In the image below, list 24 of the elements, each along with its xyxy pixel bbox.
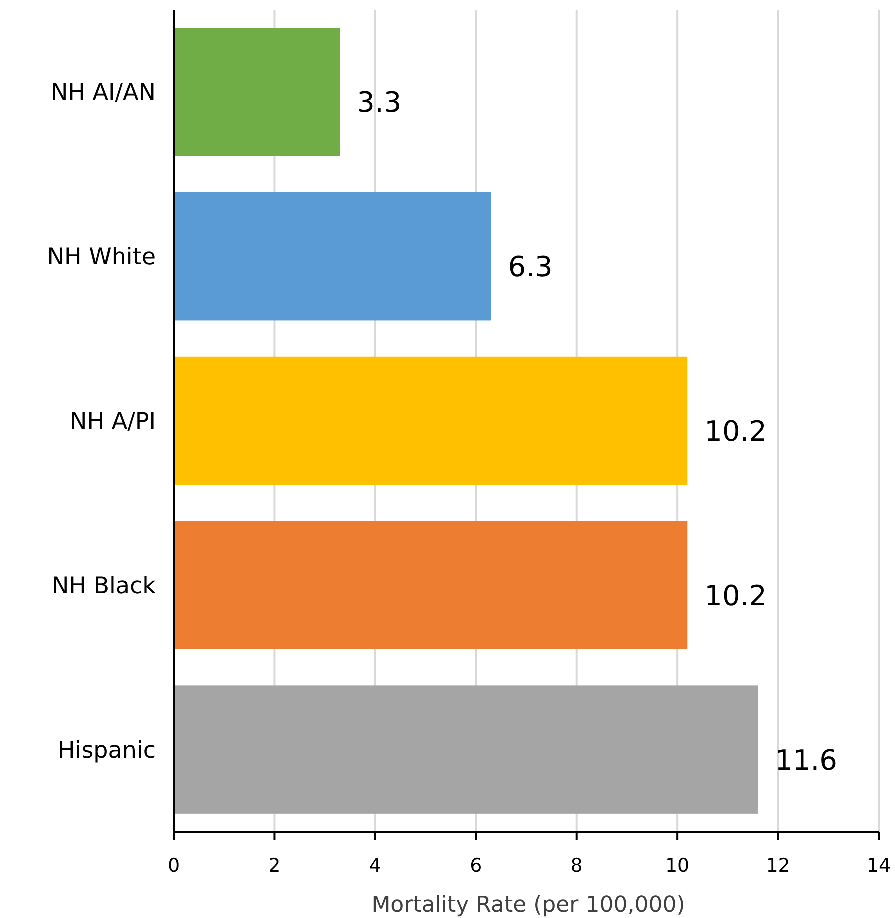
x-tick-label: 6 [470, 855, 482, 877]
x-tick-label: 2 [268, 855, 281, 877]
data-label: 11.6 [775, 744, 838, 777]
y-tick-label: NH Black [52, 573, 157, 600]
y-tick-label: NH AI/AN [50, 80, 156, 106]
x-tick-label: 10 [665, 855, 690, 877]
x-tick-label: 4 [369, 855, 382, 877]
y-tick-label: Hispanic [58, 738, 156, 764]
x-tick-label: 8 [570, 855, 583, 877]
y-tick-label: NH A/PI [70, 409, 156, 435]
bar [174, 28, 340, 156]
data-label: 10.2 [704, 415, 767, 448]
x-axis-title: Mortality Rate (per 100,000) [372, 893, 686, 918]
data-label: 6.3 [508, 250, 553, 284]
data-label: 10.2 [704, 579, 767, 612]
bar [174, 521, 688, 650]
bar [174, 192, 492, 321]
x-tick-label: 12 [766, 855, 790, 877]
bar [174, 356, 688, 486]
data-label: 3.3 [357, 86, 402, 120]
x-tick-label: 0 [168, 855, 180, 877]
y-tick-label: NH White [47, 244, 156, 271]
bar [174, 686, 758, 814]
x-tick-label: 14 [866, 855, 892, 877]
